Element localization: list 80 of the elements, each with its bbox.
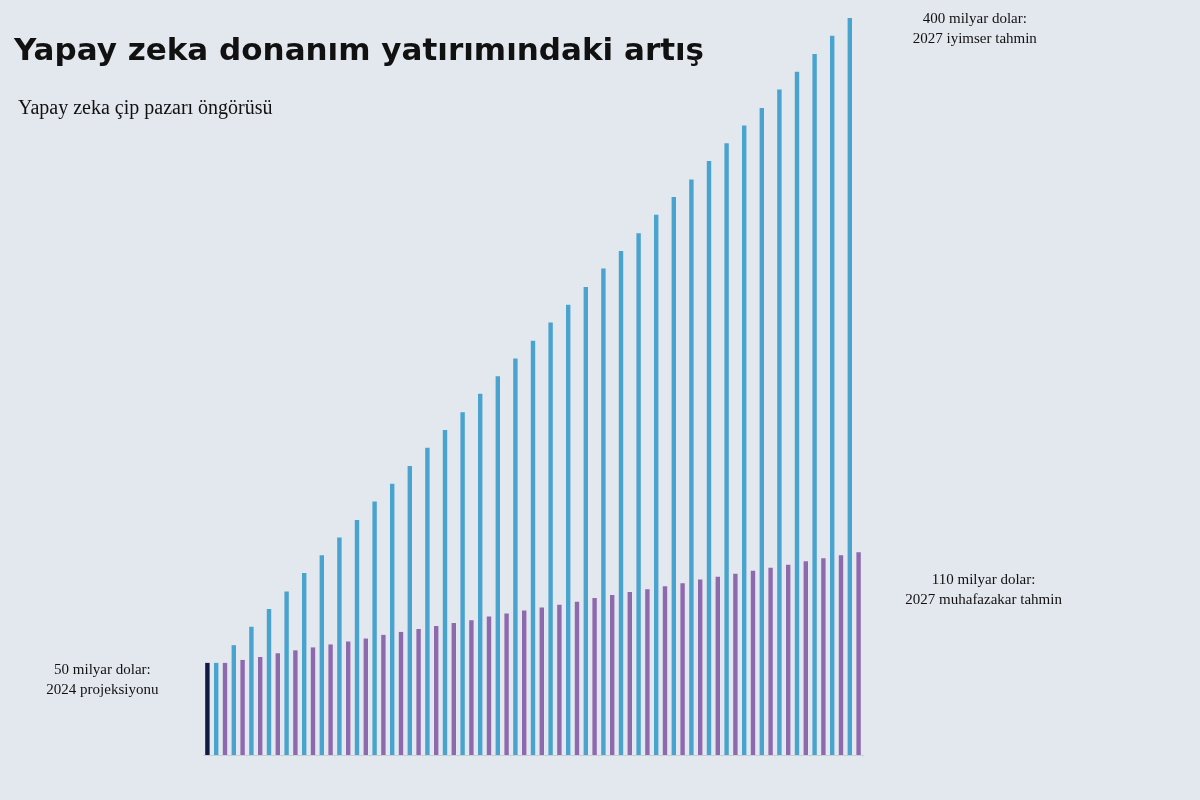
bar (530, 340, 536, 755)
bar (222, 662, 228, 755)
bar (258, 656, 263, 755)
bar (469, 620, 474, 755)
bar (618, 250, 624, 755)
bar (768, 567, 773, 755)
bar (794, 71, 800, 755)
bar (636, 233, 641, 755)
bar (750, 570, 756, 755)
bar (513, 358, 518, 755)
bar (310, 647, 316, 755)
bar (601, 268, 606, 755)
bar (724, 143, 729, 755)
bar (838, 555, 844, 755)
bar (557, 604, 562, 755)
bar (354, 519, 360, 755)
bar (495, 376, 500, 755)
text: Yapay zeka çip pazarı öngörüsü (18, 96, 273, 119)
bar (777, 89, 782, 755)
bar (398, 631, 404, 755)
bar (328, 644, 333, 755)
bar (733, 573, 738, 755)
bar (240, 659, 245, 755)
bar (372, 501, 377, 755)
bar (662, 586, 668, 755)
bar (847, 18, 852, 755)
bar (680, 583, 685, 755)
bar (592, 598, 597, 755)
bar (548, 322, 553, 755)
bar (742, 125, 747, 755)
bar (812, 54, 817, 755)
bar (214, 662, 219, 755)
bar (706, 160, 712, 755)
bar (363, 638, 368, 755)
bar (689, 179, 694, 755)
bar (856, 552, 861, 755)
bar (460, 412, 465, 755)
chart-title: Yapay zeka donanım yatırımındaki artış (13, 31, 705, 67)
bar (249, 626, 254, 755)
bar (803, 561, 808, 755)
text: 110 milyar dolar: 2027 muhafazakar tahmin (905, 570, 1063, 607)
bar (205, 662, 210, 755)
bar (337, 537, 342, 755)
bar (434, 626, 439, 755)
bar (266, 609, 272, 755)
bar (302, 572, 307, 755)
bar (522, 610, 527, 755)
bar (346, 641, 351, 755)
bar (627, 592, 632, 755)
bar (407, 466, 412, 755)
bar (442, 429, 448, 755)
bar (231, 645, 236, 755)
bar (583, 287, 588, 755)
bar (654, 214, 659, 755)
bar (390, 483, 395, 755)
bar (610, 595, 615, 755)
bar (451, 623, 456, 755)
bar (478, 393, 483, 755)
bar (671, 197, 676, 755)
bar (486, 616, 492, 755)
bar (759, 107, 764, 755)
bar (381, 634, 386, 755)
bar (319, 555, 324, 755)
bar (416, 628, 421, 755)
bar (715, 576, 720, 755)
bar (284, 591, 289, 755)
bar (425, 447, 430, 755)
bar (293, 650, 298, 755)
bar (830, 35, 835, 755)
text: 400 milyar dolar: 2027 iyimser tahmin (912, 10, 1038, 47)
text: 50 milyar dolar: 2024 projeksiyonu (46, 661, 159, 698)
bar (504, 613, 509, 755)
bar (275, 653, 280, 755)
bar (645, 589, 650, 755)
bar (698, 579, 703, 755)
bar (539, 607, 544, 755)
bar (566, 304, 571, 755)
bar (574, 601, 580, 755)
bar (786, 564, 791, 755)
bar (821, 558, 826, 755)
